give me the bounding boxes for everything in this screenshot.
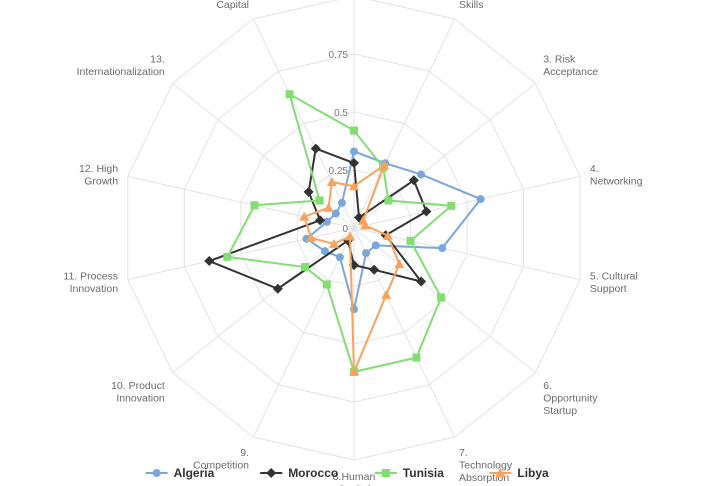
- point-libya: [381, 289, 392, 299]
- point-tunisia: [223, 252, 232, 261]
- series-algeria: [302, 147, 485, 314]
- legend-label-libya: Libya: [517, 466, 549, 480]
- axis-label: 12. High Growth: [79, 163, 118, 188]
- grid-spoke: [252, 227, 355, 438]
- point-algeria: [417, 170, 426, 179]
- point-algeria: [371, 241, 380, 250]
- point-morocco: [421, 206, 432, 217]
- point-morocco: [272, 283, 283, 294]
- point-tunisia: [447, 201, 456, 210]
- axis-label: 11. Process Innovation: [63, 271, 118, 296]
- radar-grid: [127, 0, 581, 461]
- point-tunisia: [285, 90, 294, 99]
- axis-label: 3. Risk Acceptance: [543, 54, 598, 79]
- point-algeria: [337, 198, 346, 207]
- legend-label-tunisia: Tunisia: [403, 466, 444, 480]
- legend-item-morocco[interactable]: Morocco: [260, 466, 338, 480]
- point-algeria: [350, 147, 358, 156]
- point-libya: [382, 230, 393, 240]
- tick-label: 0.75: [329, 50, 349, 61]
- point-morocco: [416, 276, 427, 287]
- axis-label: 10. Product Innovation: [111, 380, 165, 405]
- point-morocco: [315, 215, 326, 226]
- point-libya: [306, 232, 317, 242]
- point-libya: [349, 366, 359, 376]
- grid-spoke: [353, 18, 456, 229]
- legend-marker-algeria: [152, 469, 161, 477]
- legend-marker-morocco: [266, 468, 277, 478]
- point-libya: [329, 238, 340, 248]
- axis-label: 7. Technology Absorption: [459, 447, 513, 484]
- point-algeria: [438, 244, 447, 253]
- axis-label: 6. Opportunity Startup: [543, 380, 598, 417]
- point-libya: [394, 259, 405, 269]
- legend-marker-libya: [495, 468, 506, 477]
- point-morocco: [310, 143, 321, 154]
- point-algeria: [335, 253, 344, 262]
- axis-label: 9. Competition: [193, 447, 249, 472]
- point-libya: [379, 160, 390, 170]
- point-libya: [349, 181, 359, 191]
- point-tunisia: [250, 201, 259, 210]
- legend-label-morocco: Morocco: [288, 466, 338, 480]
- point-algeria: [476, 195, 485, 204]
- series-line-tunisia: [226, 93, 453, 373]
- tick-label: 0: [342, 224, 348, 235]
- point-morocco: [369, 264, 380, 275]
- legend-item-algeria[interactable]: Algeria: [145, 466, 215, 480]
- series-libya: [299, 160, 405, 376]
- point-morocco: [303, 186, 314, 197]
- point-libya: [344, 231, 355, 241]
- axis-label: 5. Cultural Support: [590, 271, 638, 296]
- grid-spoke: [172, 82, 355, 229]
- legend[interactable]: Algeria Morocco Tunisia Libya: [145, 466, 549, 480]
- grid-spoke: [353, 227, 581, 281]
- legend-label-algeria: Algeria: [174, 466, 215, 480]
- axis-label: 2. StartupSkills: [459, 0, 505, 11]
- point-tunisia: [412, 353, 421, 362]
- series-tunisia: [223, 90, 456, 376]
- grid-spoke: [252, 18, 355, 229]
- point-libya: [326, 177, 337, 187]
- axis-labels: 1.OpportunityPerception2. StartupSkills3…: [63, 0, 642, 486]
- point-tunisia: [322, 280, 331, 289]
- point-tunisia: [350, 126, 358, 135]
- point-tunisia: [301, 263, 310, 272]
- axis-label: 8.HumanCapital: [333, 471, 376, 486]
- tick-label: 0.5: [334, 108, 348, 119]
- point-tunisia: [384, 196, 393, 205]
- tick-labels: 0 0.25 0.5 0.75: [329, 50, 349, 235]
- legend-item-libya[interactable]: Libya: [489, 466, 549, 480]
- point-morocco: [349, 158, 359, 169]
- point-algeria: [331, 209, 340, 218]
- grid-spoke: [127, 227, 355, 281]
- radar-series: [204, 90, 485, 376]
- point-tunisia: [437, 293, 446, 302]
- grid-spoke: [353, 82, 536, 229]
- point-morocco: [408, 175, 419, 186]
- point-tunisia: [406, 236, 415, 245]
- axis-label: 13. Internationalization: [77, 54, 165, 79]
- grid-spoke: [353, 175, 581, 229]
- point-libya: [299, 211, 310, 221]
- axis-label: 4. Networking: [590, 163, 643, 188]
- grid-spoke: [353, 227, 456, 438]
- point-morocco: [204, 256, 215, 267]
- legend-marker-tunisia: [381, 469, 390, 477]
- tick-label: 0.25: [329, 166, 349, 177]
- point-libya: [323, 202, 334, 212]
- axis-label: 14. RiskCapital: [211, 0, 250, 11]
- point-algeria: [322, 217, 331, 226]
- point-libya: [360, 220, 371, 230]
- point-algeria: [320, 247, 329, 256]
- legend-item-tunisia[interactable]: Tunisia: [374, 466, 444, 480]
- point-algeria: [362, 249, 371, 258]
- point-tunisia: [315, 196, 324, 205]
